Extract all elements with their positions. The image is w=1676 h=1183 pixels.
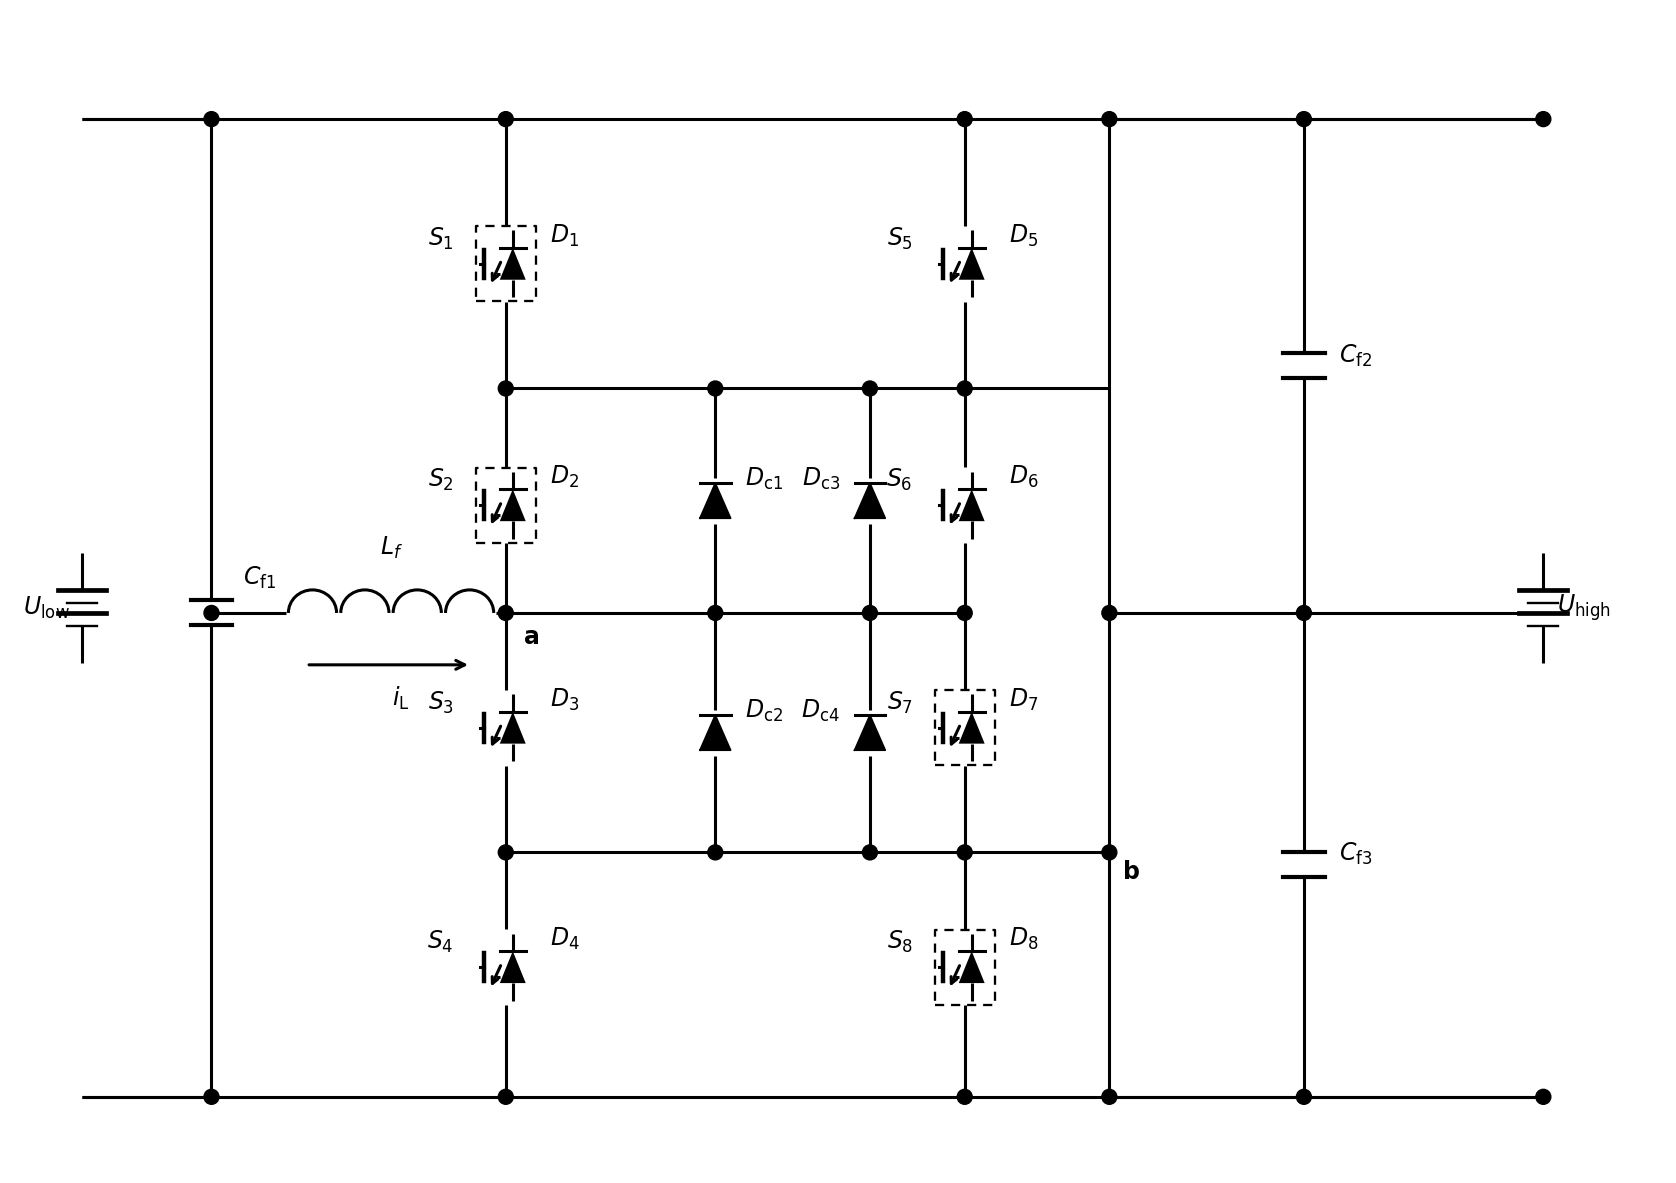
Text: $S_3$: $S_3$ <box>427 690 454 716</box>
Polygon shape <box>959 247 985 279</box>
Circle shape <box>707 606 722 620</box>
Circle shape <box>1297 1090 1311 1104</box>
Polygon shape <box>855 483 885 518</box>
Circle shape <box>1101 606 1116 620</box>
Circle shape <box>863 845 878 860</box>
Polygon shape <box>701 483 731 518</box>
Text: $S_8$: $S_8$ <box>887 929 913 956</box>
Text: $D_6$: $D_6$ <box>1009 464 1037 491</box>
Text: $D_1$: $D_1$ <box>550 222 578 248</box>
Circle shape <box>1101 845 1116 860</box>
Text: $D_7$: $D_7$ <box>1009 686 1037 713</box>
Circle shape <box>707 381 722 396</box>
Polygon shape <box>701 715 731 750</box>
Circle shape <box>1297 606 1311 620</box>
Circle shape <box>957 111 972 127</box>
Text: $D_3$: $D_3$ <box>550 686 578 713</box>
Circle shape <box>204 606 220 620</box>
Polygon shape <box>499 712 526 744</box>
Circle shape <box>957 845 972 860</box>
Text: $D_5$: $D_5$ <box>1009 222 1037 248</box>
Text: $D_{\rm c2}$: $D_{\rm c2}$ <box>746 698 783 724</box>
Text: $D_4$: $D_4$ <box>550 926 580 952</box>
Text: a: a <box>523 625 540 649</box>
Circle shape <box>498 1090 513 1104</box>
Text: $U_{\rm high}$: $U_{\rm high}$ <box>1557 593 1611 623</box>
Circle shape <box>863 381 878 396</box>
Polygon shape <box>499 951 526 983</box>
Polygon shape <box>499 490 526 522</box>
Text: $C_{\rm f3}$: $C_{\rm f3}$ <box>1339 841 1373 867</box>
Circle shape <box>957 1090 972 1104</box>
Text: $L_f$: $L_f$ <box>379 535 402 561</box>
Polygon shape <box>959 490 985 522</box>
Circle shape <box>1535 1090 1550 1104</box>
Text: $S_4$: $S_4$ <box>427 929 454 956</box>
Text: $C_{\rm f2}$: $C_{\rm f2}$ <box>1339 342 1373 369</box>
Polygon shape <box>959 951 985 983</box>
Text: $D_{\rm c3}$: $D_{\rm c3}$ <box>801 466 840 492</box>
Circle shape <box>1101 111 1116 127</box>
Circle shape <box>1297 111 1311 127</box>
Circle shape <box>498 111 513 127</box>
Polygon shape <box>499 247 526 279</box>
Text: $D_2$: $D_2$ <box>550 464 578 491</box>
Circle shape <box>1535 111 1550 127</box>
Text: $S_5$: $S_5$ <box>887 226 913 252</box>
Circle shape <box>957 606 972 620</box>
Text: $S_1$: $S_1$ <box>427 226 454 252</box>
Text: b: b <box>1123 860 1140 885</box>
Circle shape <box>707 845 722 860</box>
Text: $C_{\rm f1}$: $C_{\rm f1}$ <box>243 565 277 592</box>
Text: $D_8$: $D_8$ <box>1009 926 1037 952</box>
Circle shape <box>498 381 513 396</box>
Polygon shape <box>855 715 885 750</box>
Text: $i_{\rm L}$: $i_{\rm L}$ <box>392 685 411 712</box>
Circle shape <box>498 606 513 620</box>
Text: $D_{\rm c4}$: $D_{\rm c4}$ <box>801 698 840 724</box>
Circle shape <box>957 381 972 396</box>
Text: $D_{\rm c1}$: $D_{\rm c1}$ <box>746 466 783 492</box>
Circle shape <box>863 606 878 620</box>
Circle shape <box>204 1090 220 1104</box>
Text: $S_6$: $S_6$ <box>887 467 913 493</box>
Text: $U_{\rm low}$: $U_{\rm low}$ <box>23 595 70 621</box>
Polygon shape <box>959 712 985 744</box>
Circle shape <box>498 845 513 860</box>
Circle shape <box>1101 1090 1116 1104</box>
Text: $S_7$: $S_7$ <box>887 690 913 716</box>
Text: $S_2$: $S_2$ <box>427 467 454 493</box>
Circle shape <box>204 111 220 127</box>
